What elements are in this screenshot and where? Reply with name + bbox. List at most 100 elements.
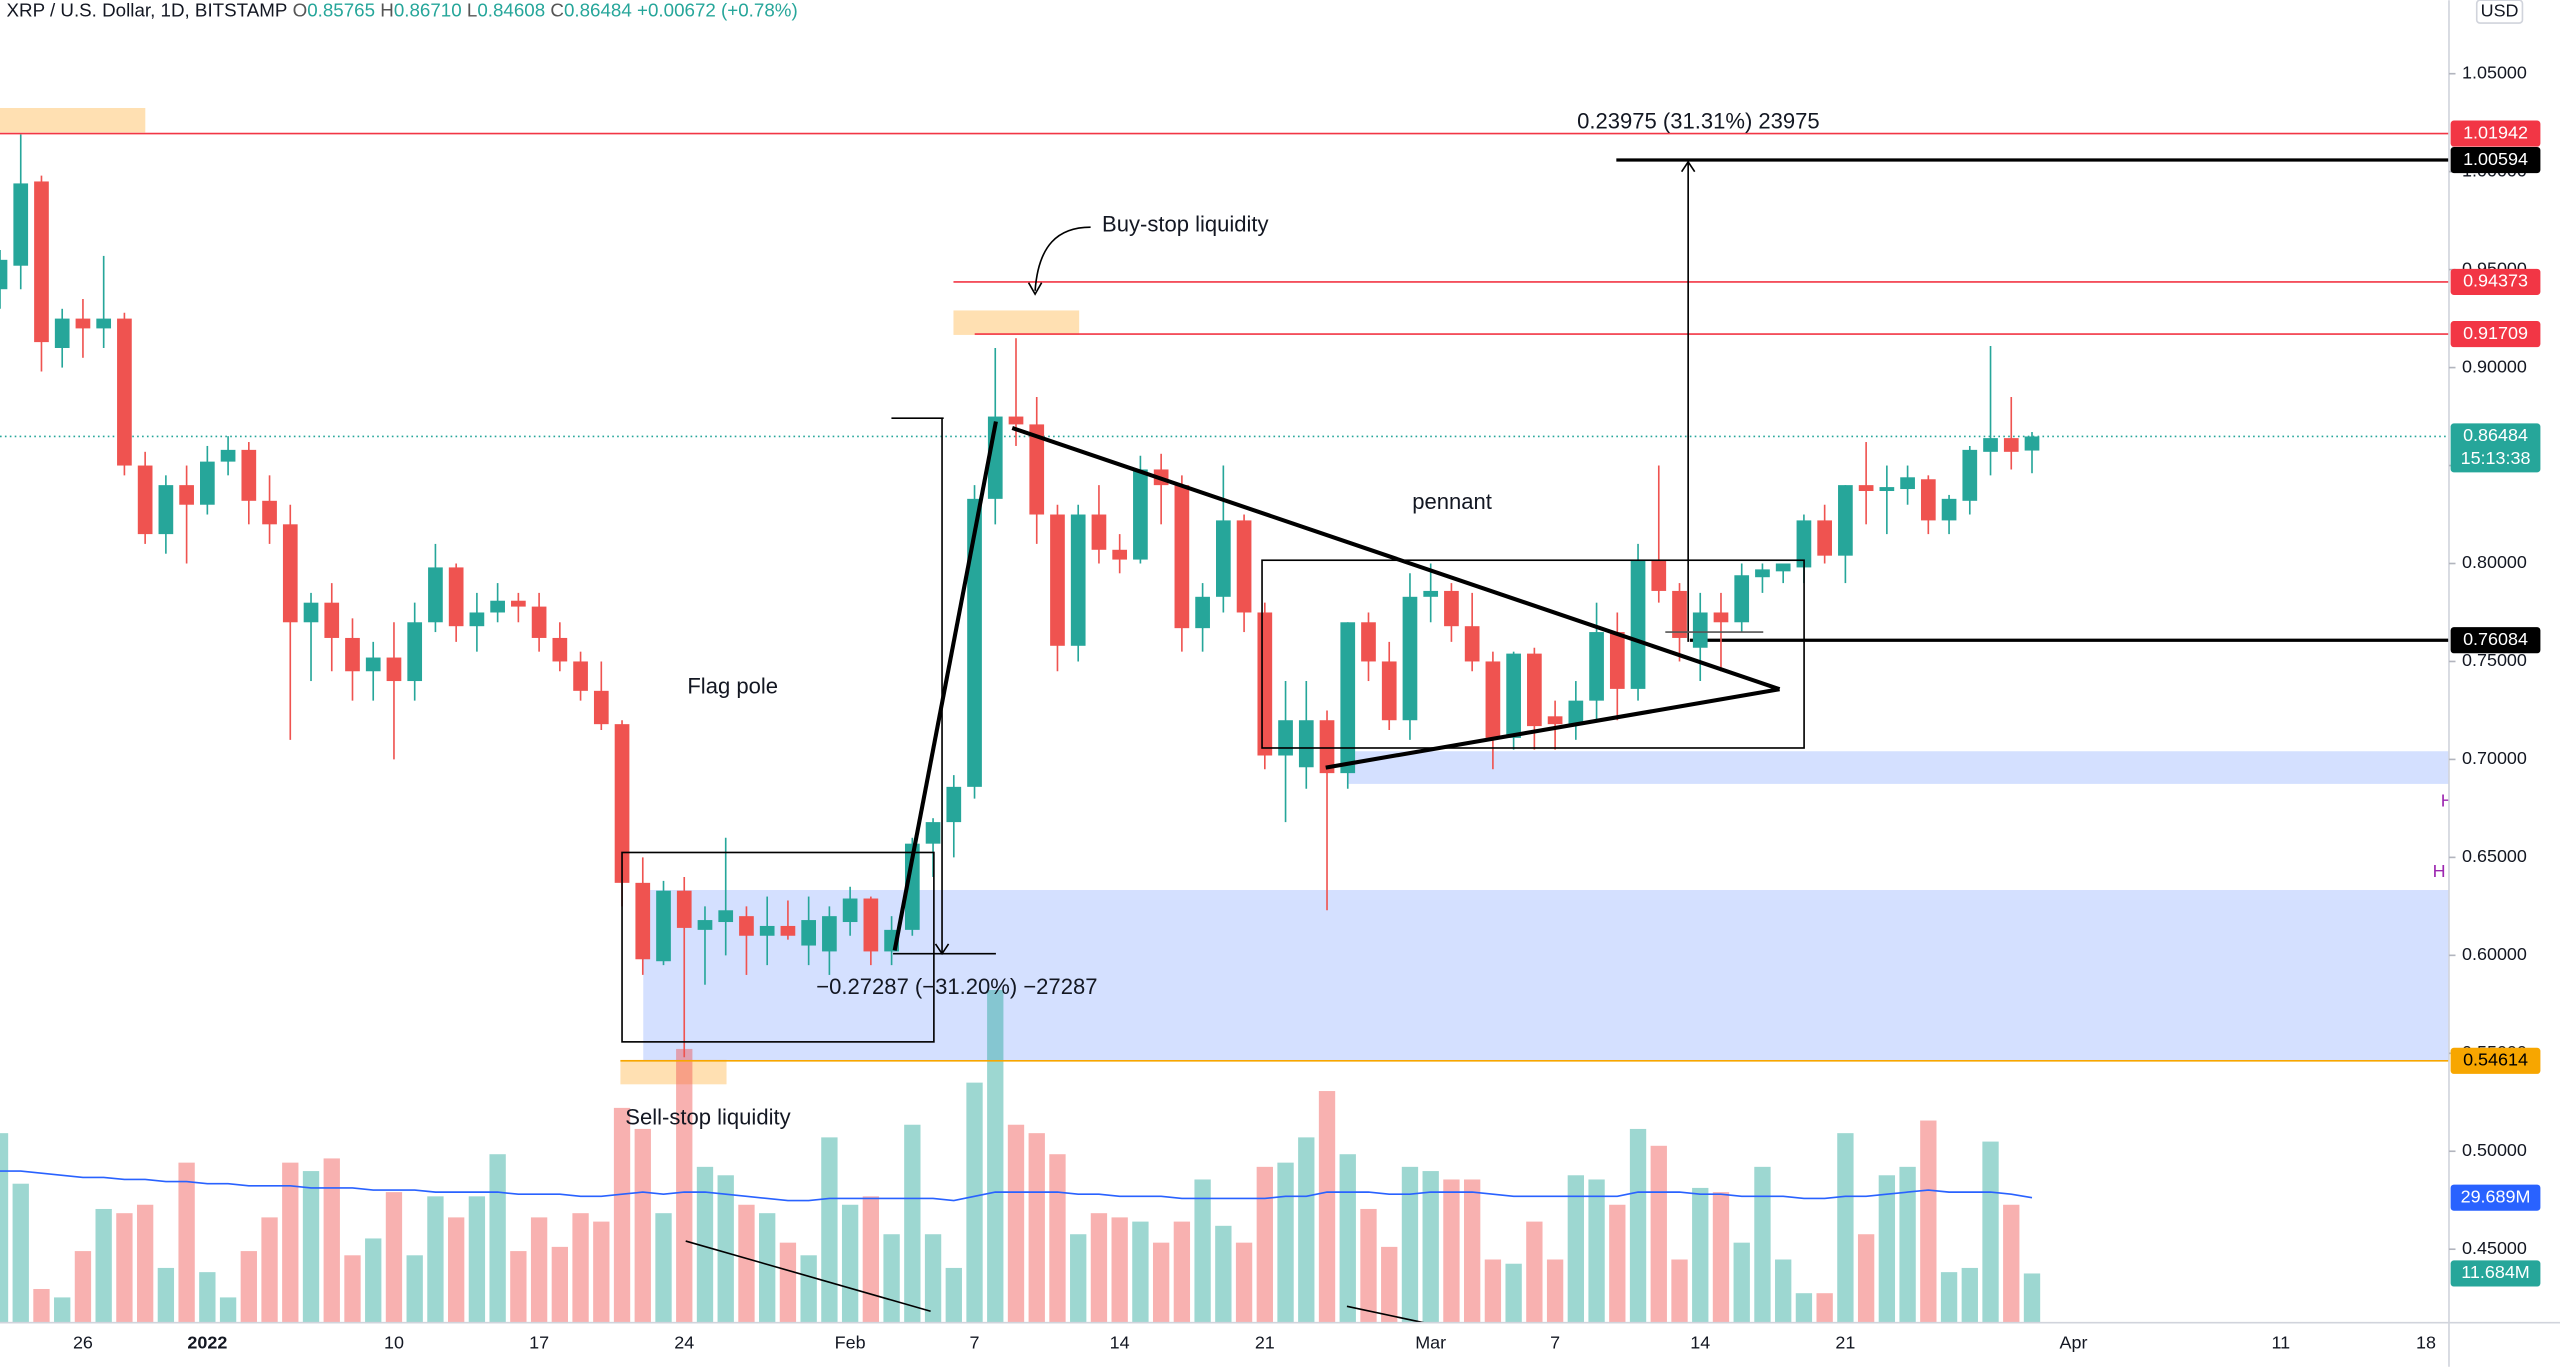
volume-bar [1505,1263,1522,1323]
x-tick-label: Mar [1415,1333,1446,1353]
volume-bar [74,1251,92,1323]
volume-bar [1775,1259,1792,1323]
price-label: 1.01942 [2463,122,2528,142]
candle-body [34,181,49,343]
measure-label: −0.27287 (−31.20%) −27287 [816,974,1097,999]
candle-body [1319,720,1335,774]
volume-bar [261,1217,278,1323]
volume-bar [1152,1242,1170,1323]
volume-bar [1526,1221,1543,1323]
candle-body [1008,416,1024,425]
candle-body [1506,653,1521,738]
volume-bar [157,1267,175,1323]
volume-bar [1443,1179,1460,1323]
candle-body [863,898,879,952]
liquidity-zone [620,1059,727,1085]
candle-body [365,657,381,672]
volume-bar [1671,1259,1688,1323]
measure-label: 0.23975 (31.31%) 23975 [1577,109,1820,134]
volume-bar [883,1234,900,1323]
volume-bar [0,1133,9,1323]
candle-body [1651,559,1667,591]
price-label-box [2450,1047,2541,1074]
x-tick-label: 17 [529,1333,549,1353]
volume-bar [800,1255,817,1323]
candle-body [1070,514,1086,646]
candle-body [1713,612,1729,623]
price-label: 0.54614 [2463,1050,2528,1070]
candle-body [1838,485,1853,556]
currency[interactable]: USD [2481,0,2519,20]
volume-bar [717,1175,734,1323]
volume-bar [1961,1267,1978,1323]
candle-body [1568,700,1584,725]
candle-body [407,622,423,682]
volume-label: 11.684M [2461,1262,2529,1282]
callout-arrow [1027,282,1043,296]
candle-body [1340,622,1356,774]
volume-label: 29.689M [2461,1186,2531,1206]
candle-body [904,843,920,930]
volume-bar [945,1267,962,1323]
volume-bar [1132,1221,1149,1323]
candle-body [1112,549,1128,560]
candle-body [801,920,816,946]
measure-arrow [934,943,950,956]
ohlc-key: O [293,0,308,21]
candle-body [1029,424,1045,515]
price-label: 0.94373 [2463,271,2528,291]
callout-arrow [1034,226,1091,291]
candle-body [179,485,194,505]
y-tick-label: 0.70000 [2462,748,2527,768]
symbol: XRP / U.S. Dollar, 1D, BITSTAMP [7,0,288,21]
volume-bar [365,1238,382,1323]
annotation: Flag pole [687,673,778,698]
candle-body [137,465,153,535]
candle-body [13,183,29,266]
flag-pole-line [892,421,998,951]
volume-bar [1546,1259,1564,1323]
ohlc-value: 0.86710 [394,0,462,21]
volume-label-box [2450,1260,2541,1287]
volume-bar [1920,1120,1937,1323]
range-box [1261,559,1805,749]
currency-button[interactable] [2475,0,2524,24]
volume-bar [54,1297,71,1323]
volume-bar [136,1204,154,1323]
volume-bar [427,1196,444,1323]
x-tick-label: 21 [1835,1333,1855,1353]
candle-body [697,920,713,930]
candle-body [117,318,132,466]
volume-bar [1090,1213,1108,1323]
candle-body [1879,487,1895,492]
candle-body [1734,575,1750,623]
time-axis-bg [0,1322,2560,1367]
candle-body [1133,469,1148,560]
candle-body [2003,438,2019,452]
volume-bar [33,1288,50,1323]
liquidity-zone [953,310,1080,335]
candle-body [1298,720,1314,768]
annotation: Buy-stop liquidity [1102,211,1269,236]
candles [0,134,2040,1058]
volume-bar [1381,1246,1398,1323]
candle-body [220,449,236,462]
volume-trend-line [685,1240,931,1313]
volume-bar [1733,1242,1750,1323]
annotation: pennant [1412,489,1492,514]
candle-body [1755,569,1770,578]
candle-body [1485,661,1501,738]
candle-body [448,567,464,627]
candle-body [511,600,526,607]
volume-bar [1609,1204,1626,1323]
candle-body [469,612,485,627]
candle-body [54,318,70,348]
x-tick-label: 7 [970,1333,980,1353]
liquidity-zone [0,107,146,133]
volume-bar [1754,1166,1771,1323]
ohlc-value: 0.84608 [477,0,545,21]
volume-bar [1401,1166,1419,1323]
volume-bar [1360,1208,1377,1323]
volume-bar [1629,1128,1647,1323]
volume-bar [178,1162,195,1323]
